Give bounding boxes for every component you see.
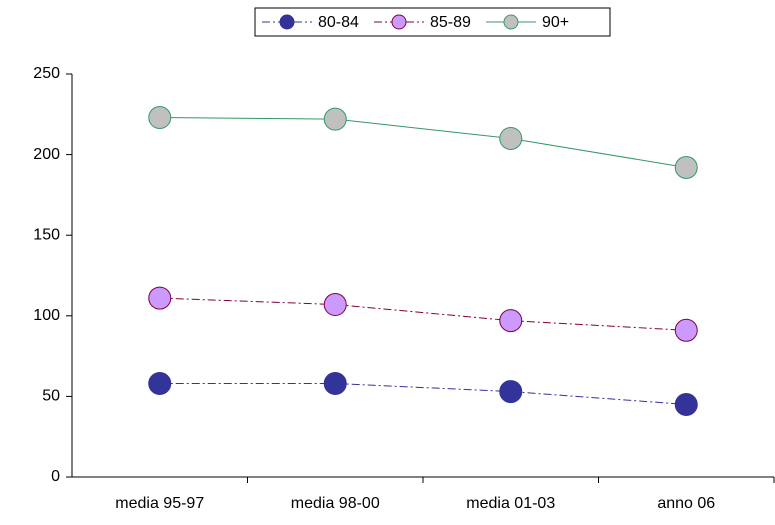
legend-label: 90+ [542, 14, 569, 31]
legend-marker [503, 14, 519, 30]
y-tick-label: 200 [33, 146, 60, 163]
series-line [159, 383, 687, 405]
marker [148, 106, 172, 130]
legend-marker [391, 14, 407, 30]
x-tick-label: media 01-03 [466, 495, 555, 512]
y-tick-label: 50 [42, 388, 60, 405]
x-tick-label: media 98-00 [291, 495, 380, 512]
series-line [159, 117, 687, 168]
marker [323, 372, 347, 396]
marker [499, 380, 523, 404]
legend-label: 85-89 [430, 14, 471, 31]
legend-box [254, 7, 611, 37]
y-tick-label: 150 [33, 226, 60, 243]
marker [323, 107, 347, 131]
legend-label: 80-84 [318, 14, 359, 31]
marker [323, 293, 347, 317]
series-line [159, 297, 687, 331]
legend-marker [279, 14, 295, 30]
y-tick-label: 100 [33, 307, 60, 324]
y-tick-label: 0 [51, 468, 60, 485]
marker [674, 392, 698, 416]
marker [674, 318, 698, 342]
marker [499, 126, 523, 150]
marker [148, 372, 172, 396]
marker [148, 286, 172, 310]
x-tick-label: anno 06 [657, 495, 715, 512]
marker [499, 309, 523, 333]
marker [674, 155, 698, 179]
x-tick-label: media 95-97 [115, 495, 204, 512]
y-tick-label: 250 [33, 65, 60, 82]
